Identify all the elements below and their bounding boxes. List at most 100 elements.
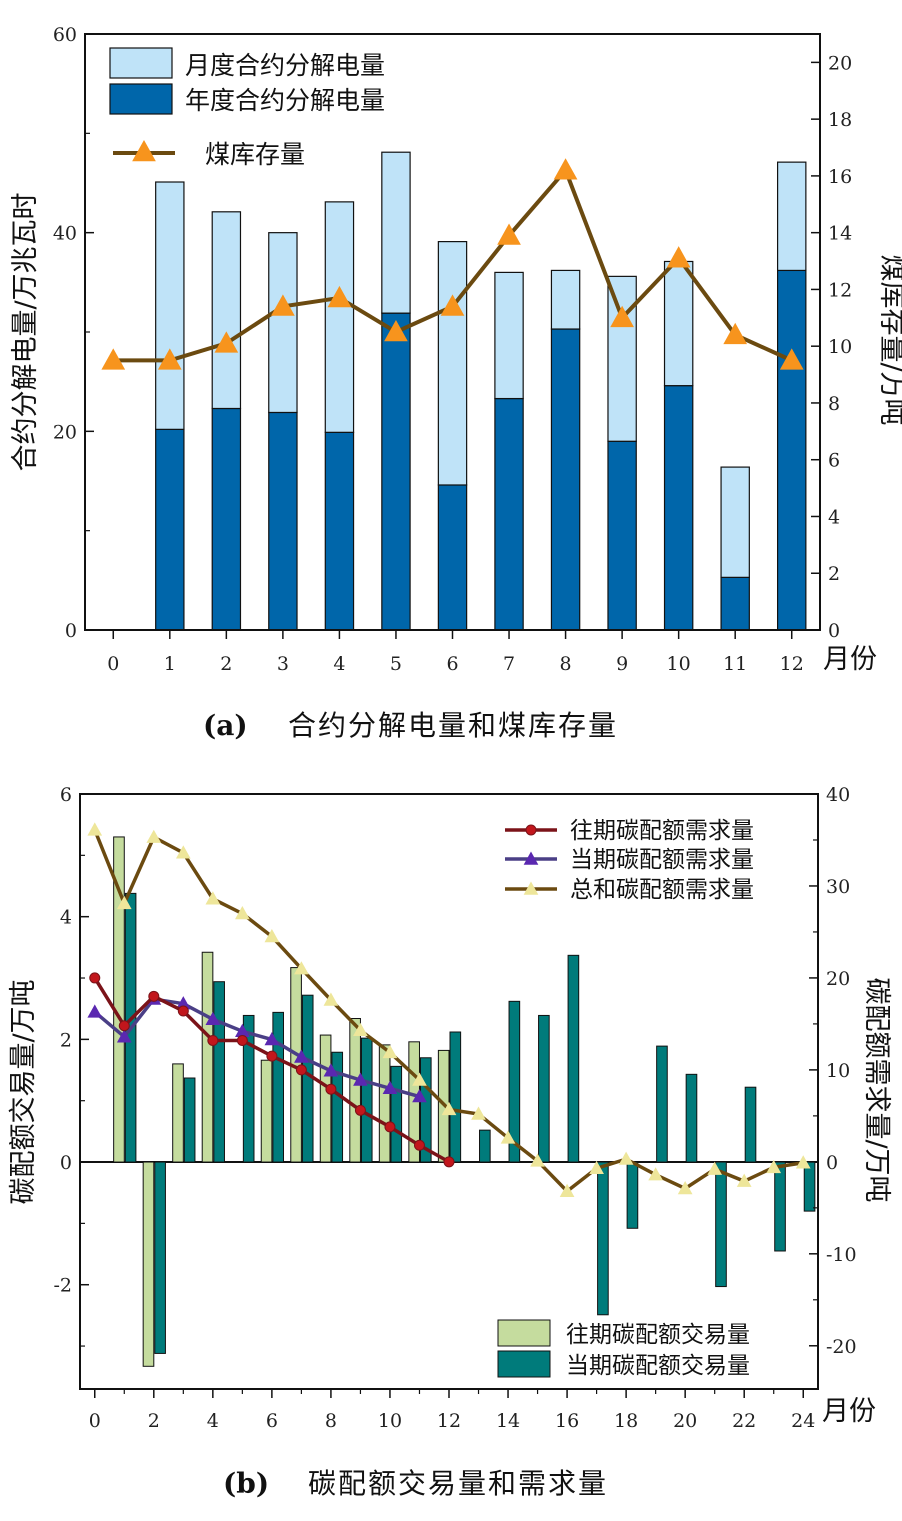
- bar-past-trade-2: [142, 1161, 155, 1367]
- x-tick-label-b-16: 16: [555, 1410, 579, 1432]
- coal-stock-point-6: [440, 294, 465, 316]
- bar-monthly-11: [720, 466, 750, 578]
- legend-label-past-trade: 往期碳配额交易量: [566, 1322, 750, 1348]
- demand-point-2-11: [412, 1072, 427, 1086]
- demand-point-2-10: [382, 1044, 398, 1059]
- coal-stock-point-5: [384, 319, 408, 342]
- coal-stock-point-2: [214, 331, 239, 353]
- bar-current-trade-22: [744, 1086, 757, 1163]
- right-tick-label-b-20: 20: [826, 968, 850, 990]
- demand-point-2-17: [589, 1160, 604, 1174]
- demand-point-2-21: [707, 1161, 723, 1175]
- legend-marker-demand-0: [525, 824, 537, 836]
- demand-point-0-10: [384, 1121, 396, 1133]
- demand-point-2-20: [677, 1180, 693, 1195]
- left-tick-label-b-4: 4: [60, 907, 72, 929]
- legend-label-demand-2: 总和碳配额需求量: [570, 877, 754, 903]
- demand-point-1-0: [87, 1004, 103, 1018]
- coal-stock-point-3: [271, 294, 295, 316]
- bar-current-trade-11: [419, 1057, 432, 1163]
- demand-point-0-0: [89, 972, 101, 984]
- demand-point-2-6: [264, 929, 280, 943]
- coal-stock-point-7: [497, 223, 521, 245]
- y-left-label-b: 碳配额交易量/万吨: [8, 979, 39, 1204]
- bar-current-trade-8: [331, 1051, 344, 1163]
- coal-stock-point-8: [553, 158, 578, 180]
- demand-point-2-2: [146, 829, 162, 843]
- caption-label-b: (b): [223, 1467, 269, 1500]
- demand-point-0-2: [148, 990, 160, 1002]
- right-tick-label-a-6: 6: [828, 450, 840, 472]
- left-tick-label-b-2: 2: [60, 1029, 72, 1051]
- y-left-label-a: 合约分解电量/万兆瓦时: [10, 192, 41, 471]
- bar-current-trade-4: [213, 981, 225, 1163]
- bar-annual-7: [494, 397, 524, 631]
- right-tick-label-a-10: 10: [828, 336, 852, 358]
- x-tick-label-b-6: 6: [266, 1410, 278, 1432]
- right-tick-label-a-8: 8: [828, 393, 840, 415]
- demand-point-2-0: [87, 822, 103, 836]
- x-axis-label-b: 月份: [822, 1396, 876, 1427]
- legend-label-annual: 年度合约分解电量: [185, 86, 385, 115]
- bar-current-trade-20: [685, 1073, 698, 1163]
- y-right-label-a: 煤库存量/万吨: [876, 254, 902, 425]
- x-tick-label-b-18: 18: [614, 1410, 638, 1432]
- bar-current-trade-2: [154, 1161, 166, 1354]
- x-tick-label-b-4: 4: [207, 1410, 219, 1432]
- bar-current-trade-14: [508, 1000, 521, 1163]
- x-tick-label-a-2: 2: [220, 653, 232, 675]
- coal-stock-point-1: [157, 348, 182, 370]
- x-tick-label-a-0: 0: [107, 653, 119, 675]
- demand-point-2-19: [648, 1167, 663, 1181]
- demand-point-0-9: [354, 1104, 366, 1116]
- demand-point-1-10: [382, 1080, 398, 1094]
- demand-point-0-4: [207, 1034, 219, 1046]
- x-tick-label-b-12: 12: [437, 1410, 461, 1432]
- demand-point-1-6: [264, 1032, 280, 1046]
- bar-current-trade-12: [449, 1031, 462, 1163]
- x-tick-label-a-6: 6: [446, 653, 458, 675]
- bar-annual-8: [550, 328, 581, 631]
- bar-monthly-10: [663, 260, 694, 387]
- bar-current-trade-16: [567, 954, 580, 1163]
- bar-past-trade-3: [172, 1063, 184, 1163]
- right-tick-label-a-4: 4: [828, 506, 840, 528]
- right-tick-label-a-16: 16: [828, 166, 852, 188]
- demand-point-0-1: [118, 1020, 130, 1032]
- demand-point-1-7: [294, 1049, 309, 1063]
- bar-current-trade-9: [360, 1037, 373, 1163]
- left-tick-label-a-40: 40: [53, 223, 77, 245]
- bar-current-trade-24: [803, 1161, 816, 1212]
- bar-current-trade-10: [390, 1065, 403, 1163]
- legend-label-coal: 煤库存量: [205, 140, 305, 169]
- bar-monthly-4: [324, 201, 355, 433]
- x-tick-label-b-24: 24: [791, 1410, 815, 1432]
- demand-point-2-16: [559, 1183, 575, 1197]
- bar-annual-4: [324, 431, 355, 631]
- demand-point-0-5: [236, 1034, 248, 1046]
- bar-annual-11: [720, 576, 750, 631]
- legend-marker-coal: [132, 139, 156, 162]
- x-tick-label-b-2: 2: [148, 1410, 160, 1432]
- demand-point-1-8: [323, 1063, 339, 1077]
- demand-point-2-3: [175, 845, 191, 859]
- right-tick-label-a-0: 0: [828, 620, 840, 642]
- bar-annual-10: [663, 385, 694, 631]
- bar-monthly-3: [268, 232, 298, 414]
- demand-point-1-4: [205, 1011, 221, 1026]
- x-tick-label-a-10: 10: [667, 653, 691, 675]
- bar-annual-12: [776, 269, 807, 631]
- x-tick-label-a-11: 11: [723, 653, 747, 675]
- demand-point-1-9: [353, 1072, 368, 1086]
- right-tick-label-b-10: 10: [826, 1060, 850, 1082]
- caption-text-b: 碳配额交易量和需求量: [308, 1467, 608, 1500]
- demand-point-1-1: [116, 1029, 132, 1043]
- demand-point-0-12: [443, 1156, 455, 1168]
- right-tick-label-a-2: 2: [828, 563, 840, 585]
- coal-stock-point-4: [327, 285, 352, 308]
- bar-monthly-1: [155, 181, 185, 430]
- legend-label-monthly: 月度合约分解电量: [185, 51, 385, 80]
- demand-point-2-9: [353, 1022, 368, 1037]
- bar-current-trade-3: [183, 1077, 196, 1163]
